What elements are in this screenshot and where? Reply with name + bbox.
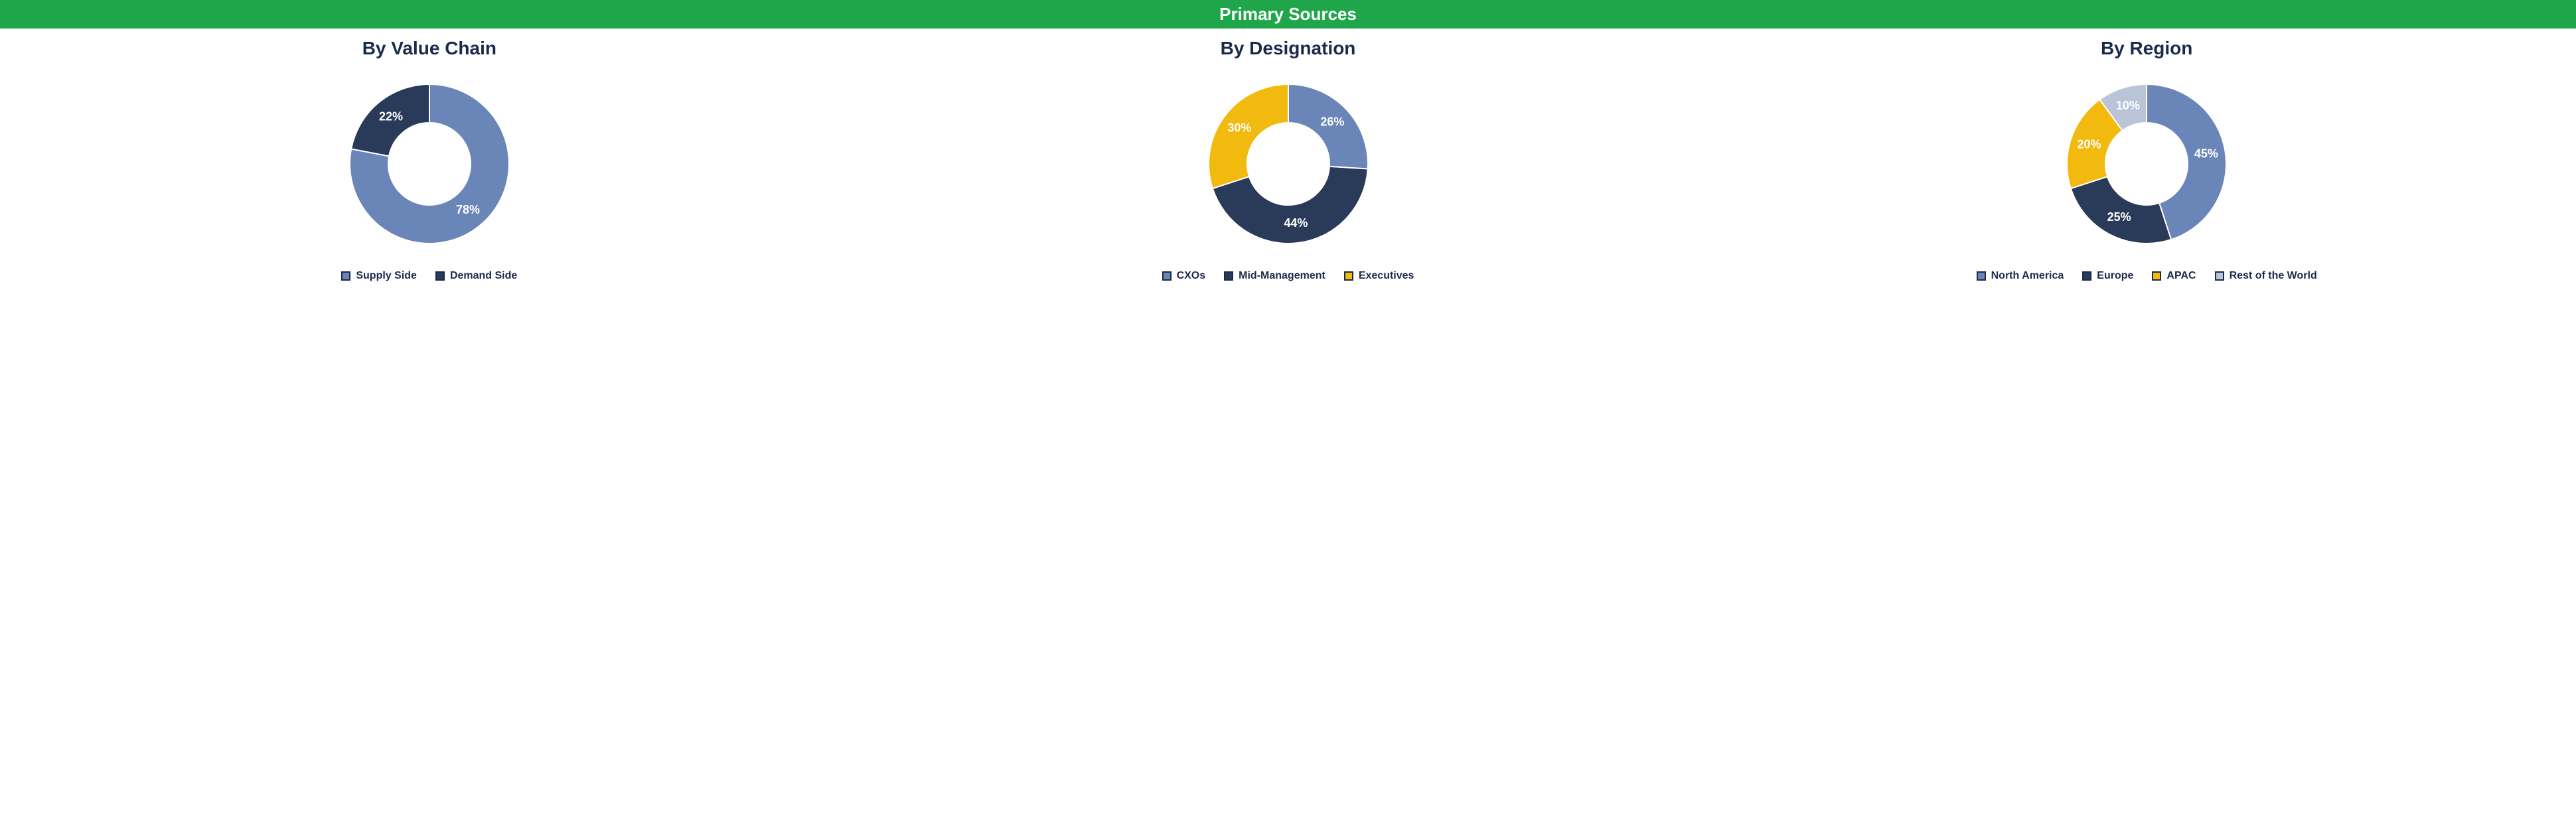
- slice-percent-label: 25%: [2107, 210, 2131, 224]
- legend-item: North America: [1977, 270, 2064, 282]
- chart-panel: By Region 45% 25% 20% 10% North America Europe…: [1717, 29, 2576, 282]
- legend-item: CXOs: [1162, 270, 1206, 282]
- donut-chart: 78% 22%: [330, 64, 529, 263]
- legend-swatch: [1224, 271, 1233, 281]
- slice-percent-label: 22%: [379, 110, 403, 123]
- legend: CXOs Mid-Management Executives: [859, 270, 1718, 282]
- legend-label: Rest of the World: [2230, 270, 2317, 282]
- page-banner: Primary Sources: [0, 0, 2576, 29]
- legend-item: Rest of the World: [2215, 270, 2317, 282]
- slice-percent-label: 44%: [1284, 216, 1308, 230]
- legend-label: North America: [1991, 270, 2064, 282]
- panel-title: By Region: [1717, 38, 2576, 59]
- legend-swatch: [1344, 271, 1353, 281]
- charts-row: By Value Chain 78% 22% Supply Side Demand Si…: [0, 29, 2576, 282]
- panel-title: By Designation: [859, 38, 1718, 59]
- legend-swatch: [435, 271, 445, 281]
- donut-wrap: 26% 44% 30%: [859, 64, 1718, 263]
- legend-item: Supply Side: [341, 270, 417, 282]
- legend-swatch: [1977, 271, 1986, 281]
- donut-chart: 45% 25% 20% 10%: [2047, 64, 2246, 263]
- slice-percent-label: 45%: [2194, 147, 2218, 161]
- legend-item: Executives: [1344, 270, 1414, 282]
- legend-label: Demand Side: [450, 270, 517, 282]
- legend-label: Executives: [1359, 270, 1414, 282]
- legend-swatch: [2215, 271, 2224, 281]
- legend-swatch: [2152, 271, 2161, 281]
- slice-percent-label: 30%: [1227, 121, 1251, 134]
- slice-percent-label: 78%: [456, 203, 480, 216]
- panel-title: By Value Chain: [0, 38, 859, 59]
- legend-item: APAC: [2152, 270, 2196, 282]
- chart-panel: By Value Chain 78% 22% Supply Side Demand Si…: [0, 29, 859, 282]
- legend-item: Mid-Management: [1224, 270, 1326, 282]
- chart-panel: By Designation 26% 44% 30% CXOs Mid-Managemen…: [859, 29, 1718, 282]
- legend-item: Demand Side: [435, 270, 517, 282]
- legend-label: APAC: [2166, 270, 2196, 282]
- donut-wrap: 45% 25% 20% 10%: [1717, 64, 2576, 263]
- legend-label: Mid-Management: [1239, 270, 1326, 282]
- legend-swatch: [341, 271, 350, 281]
- legend-swatch: [1162, 271, 1172, 281]
- donut-chart: 26% 44% 30%: [1189, 64, 1388, 263]
- slice-percent-label: 26%: [1320, 115, 1344, 128]
- legend-label: Europe: [2097, 270, 2133, 282]
- slice-percent-label: 10%: [2116, 99, 2140, 112]
- legend-label: CXOs: [1177, 270, 1206, 282]
- slice-percent-label: 20%: [2078, 138, 2101, 151]
- legend: Supply Side Demand Side: [0, 270, 859, 282]
- donut-slice: [1209, 84, 1288, 188]
- donut-wrap: 78% 22%: [0, 64, 859, 263]
- legend: North America Europe APAC Rest of the World: [1717, 270, 2576, 282]
- legend-item: Europe: [2082, 270, 2133, 282]
- legend-swatch: [2082, 271, 2091, 281]
- legend-label: Supply Side: [356, 270, 417, 282]
